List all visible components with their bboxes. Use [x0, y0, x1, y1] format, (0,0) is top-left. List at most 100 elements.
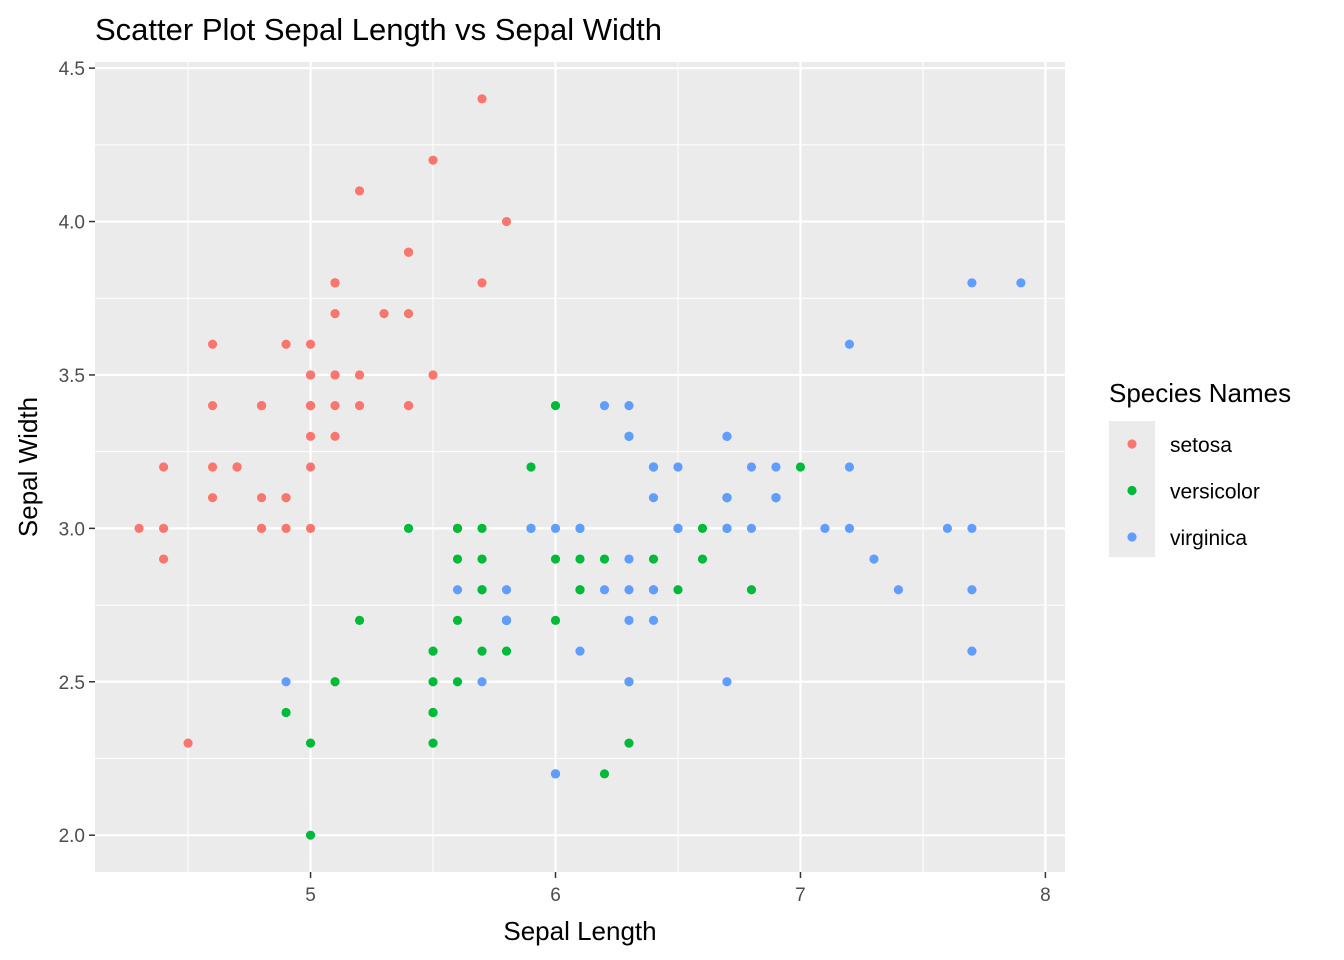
scatter-point-versicolor [599, 769, 610, 779]
scatter-point-versicolor [795, 462, 806, 472]
scatter-point-virginica [501, 585, 512, 595]
scatter-point-setosa [207, 339, 218, 349]
scatter-point-setosa [232, 462, 242, 472]
scatter-point-versicolor [330, 677, 340, 687]
y-tick-label: 3.5 [59, 366, 85, 387]
scatter-point-versicolor [428, 677, 438, 687]
scatter-point-virginica [624, 585, 634, 595]
scatter-point-setosa [428, 155, 438, 165]
scatter-point-setosa [403, 247, 414, 257]
scatter-point-setosa [281, 339, 291, 349]
scatter-point-virginica [648, 615, 659, 626]
y-tick-label: 4.5 [59, 59, 85, 80]
scatter-point-versicolor [501, 646, 512, 656]
scatter-point-virginica [1016, 278, 1026, 288]
scatter-point-versicolor [697, 523, 708, 533]
x-tick-label: 7 [795, 885, 806, 906]
scatter-point-virginica [575, 646, 585, 656]
scatter-point-versicolor [477, 523, 487, 533]
y-axis-title: Sepal Width [13, 397, 43, 537]
scatter-point-setosa [207, 493, 218, 503]
scatter-point-setosa [158, 462, 169, 472]
legend: Species Names setosa versicolor virginica [1109, 378, 1291, 557]
scatter-point-virginica [673, 523, 683, 533]
scatter-point-virginica [869, 554, 879, 564]
scatter-point-virginica [599, 401, 610, 411]
scatter-point-versicolor [305, 830, 316, 840]
chart-title: Scatter Plot Sepal Length vs Sepal Width [95, 12, 662, 47]
scatter-point-virginica [452, 585, 463, 595]
y-tick-label: 2.0 [59, 826, 85, 847]
legend-label-virginica: virginica [1170, 527, 1247, 550]
scatter-point-setosa [330, 278, 340, 288]
scatter-point-virginica [820, 523, 830, 533]
scatter-point-virginica [550, 769, 561, 779]
legend-items: setosa versicolor virginica [1127, 434, 1260, 550]
scatter-point-virginica [844, 339, 855, 349]
scatter-point-virginica [575, 523, 585, 533]
scatter-point-versicolor [550, 615, 561, 626]
scatter-point-versicolor [477, 554, 487, 564]
scatter-point-versicolor [452, 523, 463, 533]
scatter-point-virginica [893, 585, 904, 595]
scatter-point-virginica [501, 615, 512, 626]
plot-panel [95, 62, 1065, 872]
legend-title: Species Names [1109, 378, 1291, 408]
scatter-point-virginica [648, 493, 659, 503]
legend-label-setosa: setosa [1170, 434, 1232, 457]
scatter-point-setosa [207, 401, 218, 411]
scatter-point-virginica [722, 431, 732, 441]
scatter-point-virginica [942, 523, 953, 533]
scatter-point-setosa [281, 493, 291, 503]
scatter-point-virginica [624, 554, 634, 564]
scatter-point-setosa [305, 339, 316, 349]
scatter-point-setosa [305, 431, 316, 441]
scatter-point-virginica [967, 646, 977, 656]
scatter-point-versicolor [428, 646, 438, 656]
legend-key-versicolor [1127, 485, 1137, 496]
scatter-point-setosa [428, 370, 438, 380]
scatter-point-setosa [256, 401, 267, 411]
data-points [134, 94, 1026, 840]
scatter-point-versicolor [575, 585, 585, 595]
y-tick-label: 2.5 [59, 673, 85, 694]
scatter-point-setosa [403, 401, 414, 411]
scatter-point-setosa [305, 523, 316, 533]
scatter-point-versicolor [526, 462, 536, 472]
scatter-point-versicolor [599, 554, 610, 564]
scatter-point-setosa [256, 493, 267, 503]
scatter-point-virginica [624, 677, 634, 687]
scatter-point-setosa [354, 401, 365, 411]
scatter-point-setosa [477, 94, 487, 104]
scatter-point-versicolor [550, 401, 561, 411]
y-tick-label: 3.0 [59, 519, 85, 540]
x-tick-label: 6 [550, 885, 561, 906]
scatter-point-virginica [722, 677, 732, 687]
scatter-point-setosa [183, 738, 193, 748]
scatter-point-virginica [624, 615, 634, 626]
scatter-point-setosa [330, 370, 340, 380]
scatter-point-virginica [648, 585, 659, 595]
scatter-point-setosa [305, 462, 316, 472]
y-axis: 2.0 2.5 3.0 3.5 4.0 4.5 [59, 59, 95, 847]
scatter-point-setosa [207, 462, 218, 472]
scatter-point-versicolor [550, 554, 561, 564]
scatter-point-versicolor [477, 585, 487, 595]
scatter-point-setosa [354, 186, 365, 196]
scatter-point-versicolor [624, 738, 634, 748]
x-axis-title: Sepal Length [503, 916, 656, 946]
x-tick-label: 8 [1040, 885, 1051, 906]
scatter-point-virginica [624, 431, 634, 441]
scatter-point-versicolor [428, 738, 438, 748]
scatter-point-setosa [158, 554, 169, 564]
scatter-point-setosa [330, 401, 340, 411]
scatter-point-versicolor [477, 646, 487, 656]
x-axis: 5 6 7 8 [305, 872, 1051, 906]
scatter-point-setosa [256, 523, 267, 533]
scatter-point-virginica [281, 677, 291, 687]
scatter-point-versicolor [403, 523, 414, 533]
x-tick-label: 5 [305, 885, 316, 906]
scatter-point-versicolor [281, 707, 291, 718]
scatter-point-virginica [967, 523, 977, 533]
scatter-point-virginica [771, 462, 781, 472]
